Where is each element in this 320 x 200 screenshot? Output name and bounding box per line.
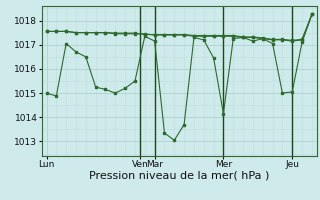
X-axis label: Pression niveau de la mer( hPa ): Pression niveau de la mer( hPa ) bbox=[89, 171, 269, 181]
